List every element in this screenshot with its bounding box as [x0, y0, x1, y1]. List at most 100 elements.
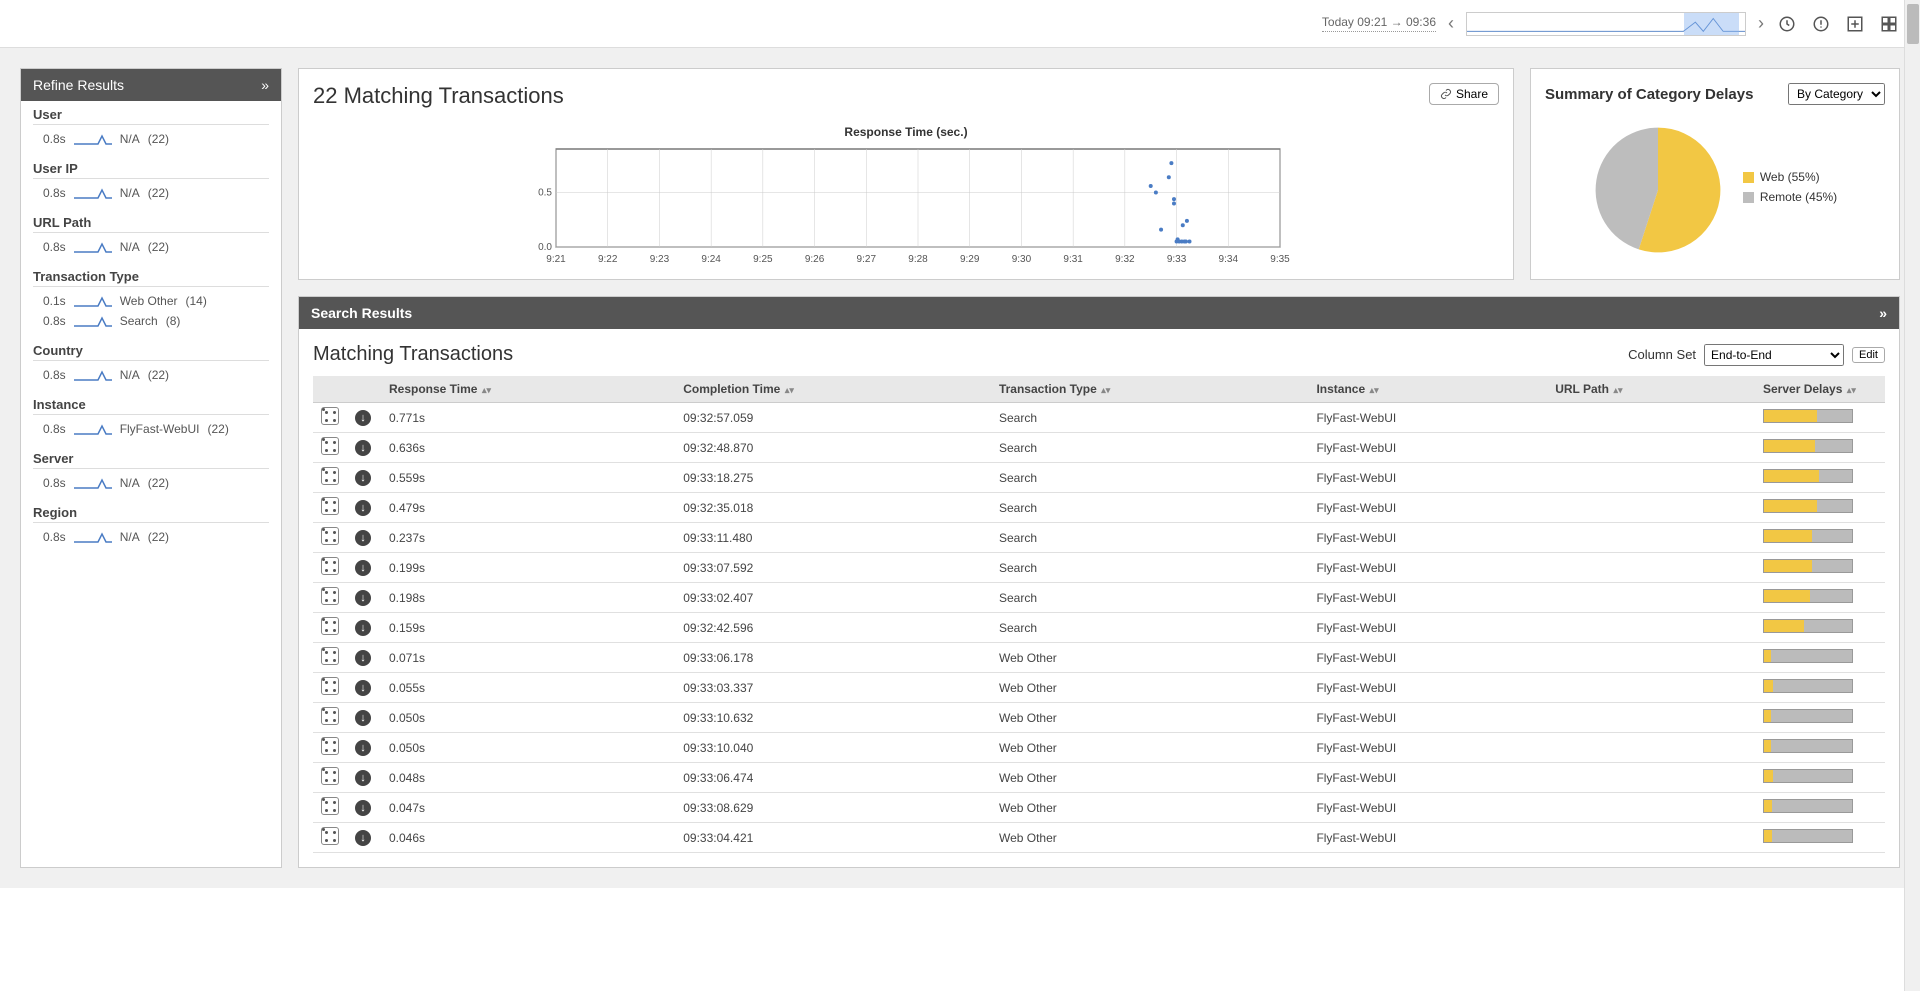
time-prev-button[interactable]: ‹: [1448, 13, 1454, 34]
info-icon[interactable]: ↓: [355, 500, 371, 516]
scatter-svg[interactable]: 9:219:229:239:249:259:269:279:289:299:30…: [313, 145, 1499, 265]
scrollbar-thumb[interactable]: [1907, 4, 1919, 44]
table-row[interactable]: ↓0.050s09:33:10.040Web OtherFlyFast-WebU…: [313, 733, 1885, 763]
filter-item[interactable]: 0.8sN/A (22): [33, 129, 269, 149]
dice-icon[interactable]: [321, 617, 339, 635]
table-row[interactable]: ↓0.055s09:33:03.337Web OtherFlyFast-WebU…: [313, 673, 1885, 703]
info-icon[interactable]: ↓: [355, 710, 371, 726]
table-header-cell[interactable]: Response Time ▴▾: [381, 376, 675, 403]
info-icon[interactable]: ↓: [355, 620, 371, 636]
table-row[interactable]: ↓0.237s09:33:11.480SearchFlyFast-WebUI: [313, 523, 1885, 553]
table-row[interactable]: ↓0.198s09:33:02.407SearchFlyFast-WebUI: [313, 583, 1885, 613]
dice-icon[interactable]: [321, 557, 339, 575]
dice-icon[interactable]: [321, 647, 339, 665]
dice-icon[interactable]: [321, 407, 339, 425]
refine-sidebar: Refine Results » User0.8sN/A (22)User IP…: [20, 68, 282, 868]
dice-icon[interactable]: [321, 497, 339, 515]
table-row[interactable]: ↓0.046s09:33:04.421Web OtherFlyFast-WebU…: [313, 823, 1885, 853]
time-range-label[interactable]: Today 09:21 → 09:36: [1322, 15, 1436, 32]
expand-icon[interactable]: »: [261, 77, 269, 93]
table-row[interactable]: ↓0.636s09:32:48.870SearchFlyFast-WebUI: [313, 433, 1885, 463]
info-icon[interactable]: ↓: [355, 800, 371, 816]
cell-response-time: 0.479s: [381, 493, 675, 523]
table-row[interactable]: ↓0.199s09:33:07.592SearchFlyFast-WebUI: [313, 553, 1885, 583]
cell-instance: FlyFast-WebUI: [1308, 733, 1547, 763]
legend-item[interactable]: Remote (45%): [1743, 190, 1837, 204]
info-icon[interactable]: ↓: [355, 650, 371, 666]
filter-sparkline-icon: [74, 314, 112, 328]
cell-url-path: [1547, 673, 1755, 703]
dice-icon[interactable]: [321, 527, 339, 545]
cell-response-time: 0.198s: [381, 583, 675, 613]
filter-sparkline-icon: [74, 422, 112, 436]
info-icon[interactable]: ↓: [355, 560, 371, 576]
filter-item[interactable]: 0.8sN/A (22): [33, 365, 269, 385]
table-row[interactable]: ↓0.047s09:33:08.629Web OtherFlyFast-WebU…: [313, 793, 1885, 823]
time-next-button[interactable]: ›: [1758, 13, 1764, 34]
info-icon[interactable]: ↓: [355, 680, 371, 696]
results-expand-icon[interactable]: »: [1879, 305, 1887, 321]
table-header-cell[interactable]: [347, 376, 381, 403]
dice-icon[interactable]: [321, 677, 339, 695]
table-row[interactable]: ↓0.559s09:33:18.275SearchFlyFast-WebUI: [313, 463, 1885, 493]
info-icon[interactable]: ↓: [355, 470, 371, 486]
info-icon[interactable]: ↓: [355, 440, 371, 456]
info-icon[interactable]: ↓: [355, 830, 371, 846]
info-icon[interactable]: ↓: [355, 590, 371, 606]
filter-item[interactable]: 0.8sSearch (8): [33, 311, 269, 331]
table-header-cell[interactable]: Instance ▴▾: [1308, 376, 1547, 403]
filter-item[interactable]: 0.8sN/A (22): [33, 237, 269, 257]
filter-item[interactable]: 0.8sN/A (22): [33, 183, 269, 203]
dice-icon[interactable]: [321, 767, 339, 785]
dice-icon[interactable]: [321, 797, 339, 815]
table-header-cell[interactable]: Completion Time ▴▾: [675, 376, 991, 403]
info-icon[interactable]: ↓: [355, 410, 371, 426]
table-header-cell[interactable]: [313, 376, 347, 403]
table-header-cell[interactable]: Transaction Type ▴▾: [991, 376, 1308, 403]
alert-clock-icon[interactable]: [1810, 13, 1832, 35]
info-icon[interactable]: ↓: [355, 770, 371, 786]
scrollbar[interactable]: [1904, 0, 1920, 991]
clock-icon[interactable]: [1776, 13, 1798, 35]
filter-label: URL Path: [33, 215, 269, 233]
filter-item[interactable]: 0.1sWeb Other (14): [33, 291, 269, 311]
pie-chart[interactable]: [1593, 125, 1723, 255]
colset-select[interactable]: End-to-End: [1704, 344, 1844, 366]
share-button[interactable]: Share: [1429, 83, 1499, 105]
pie-category-select[interactable]: By Category: [1788, 83, 1885, 105]
table-row[interactable]: ↓0.479s09:32:35.018SearchFlyFast-WebUI: [313, 493, 1885, 523]
cell-url-path: [1547, 823, 1755, 853]
table-row[interactable]: ↓0.050s09:33:10.632Web OtherFlyFast-WebU…: [313, 703, 1885, 733]
filter-name: Search: [120, 314, 158, 328]
edit-button[interactable]: Edit: [1852, 347, 1885, 363]
filter-item[interactable]: 0.8sFlyFast-WebUI (22): [33, 419, 269, 439]
legend-item[interactable]: Web (55%): [1743, 170, 1837, 184]
dice-icon[interactable]: [321, 707, 339, 725]
table-header-cell[interactable]: Server Delays ▴▾: [1755, 376, 1885, 403]
dice-icon[interactable]: [321, 467, 339, 485]
dice-icon[interactable]: [321, 587, 339, 605]
cell-transaction-type: Web Other: [991, 763, 1308, 793]
filter-item[interactable]: 0.8sN/A (22): [33, 527, 269, 547]
time-sparkline[interactable]: [1466, 12, 1746, 36]
delay-bar: [1763, 409, 1853, 423]
results-header-title: Search Results: [311, 305, 412, 321]
table-header-cell[interactable]: URL Path ▴▾: [1547, 376, 1755, 403]
info-icon[interactable]: ↓: [355, 740, 371, 756]
table-row[interactable]: ↓0.071s09:33:06.178Web OtherFlyFast-WebU…: [313, 643, 1885, 673]
dice-icon[interactable]: [321, 827, 339, 845]
table-row[interactable]: ↓0.771s09:32:57.059SearchFlyFast-WebUI: [313, 403, 1885, 433]
filter-item[interactable]: 0.8sN/A (22): [33, 473, 269, 493]
filter-sparkline-icon: [74, 294, 112, 308]
grid-view-icon[interactable]: [1878, 13, 1900, 35]
delay-bar: [1763, 829, 1853, 843]
svg-text:9:34: 9:34: [1219, 254, 1239, 265]
dice-icon[interactable]: [321, 737, 339, 755]
table-row[interactable]: ↓0.159s09:32:42.596SearchFlyFast-WebUI: [313, 613, 1885, 643]
info-icon[interactable]: ↓: [355, 530, 371, 546]
dice-icon[interactable]: [321, 437, 339, 455]
cell-response-time: 0.771s: [381, 403, 675, 433]
grid-add-icon[interactable]: [1844, 13, 1866, 35]
table-row[interactable]: ↓0.048s09:33:06.474Web OtherFlyFast-WebU…: [313, 763, 1885, 793]
filter-time: 0.8s: [43, 422, 66, 436]
